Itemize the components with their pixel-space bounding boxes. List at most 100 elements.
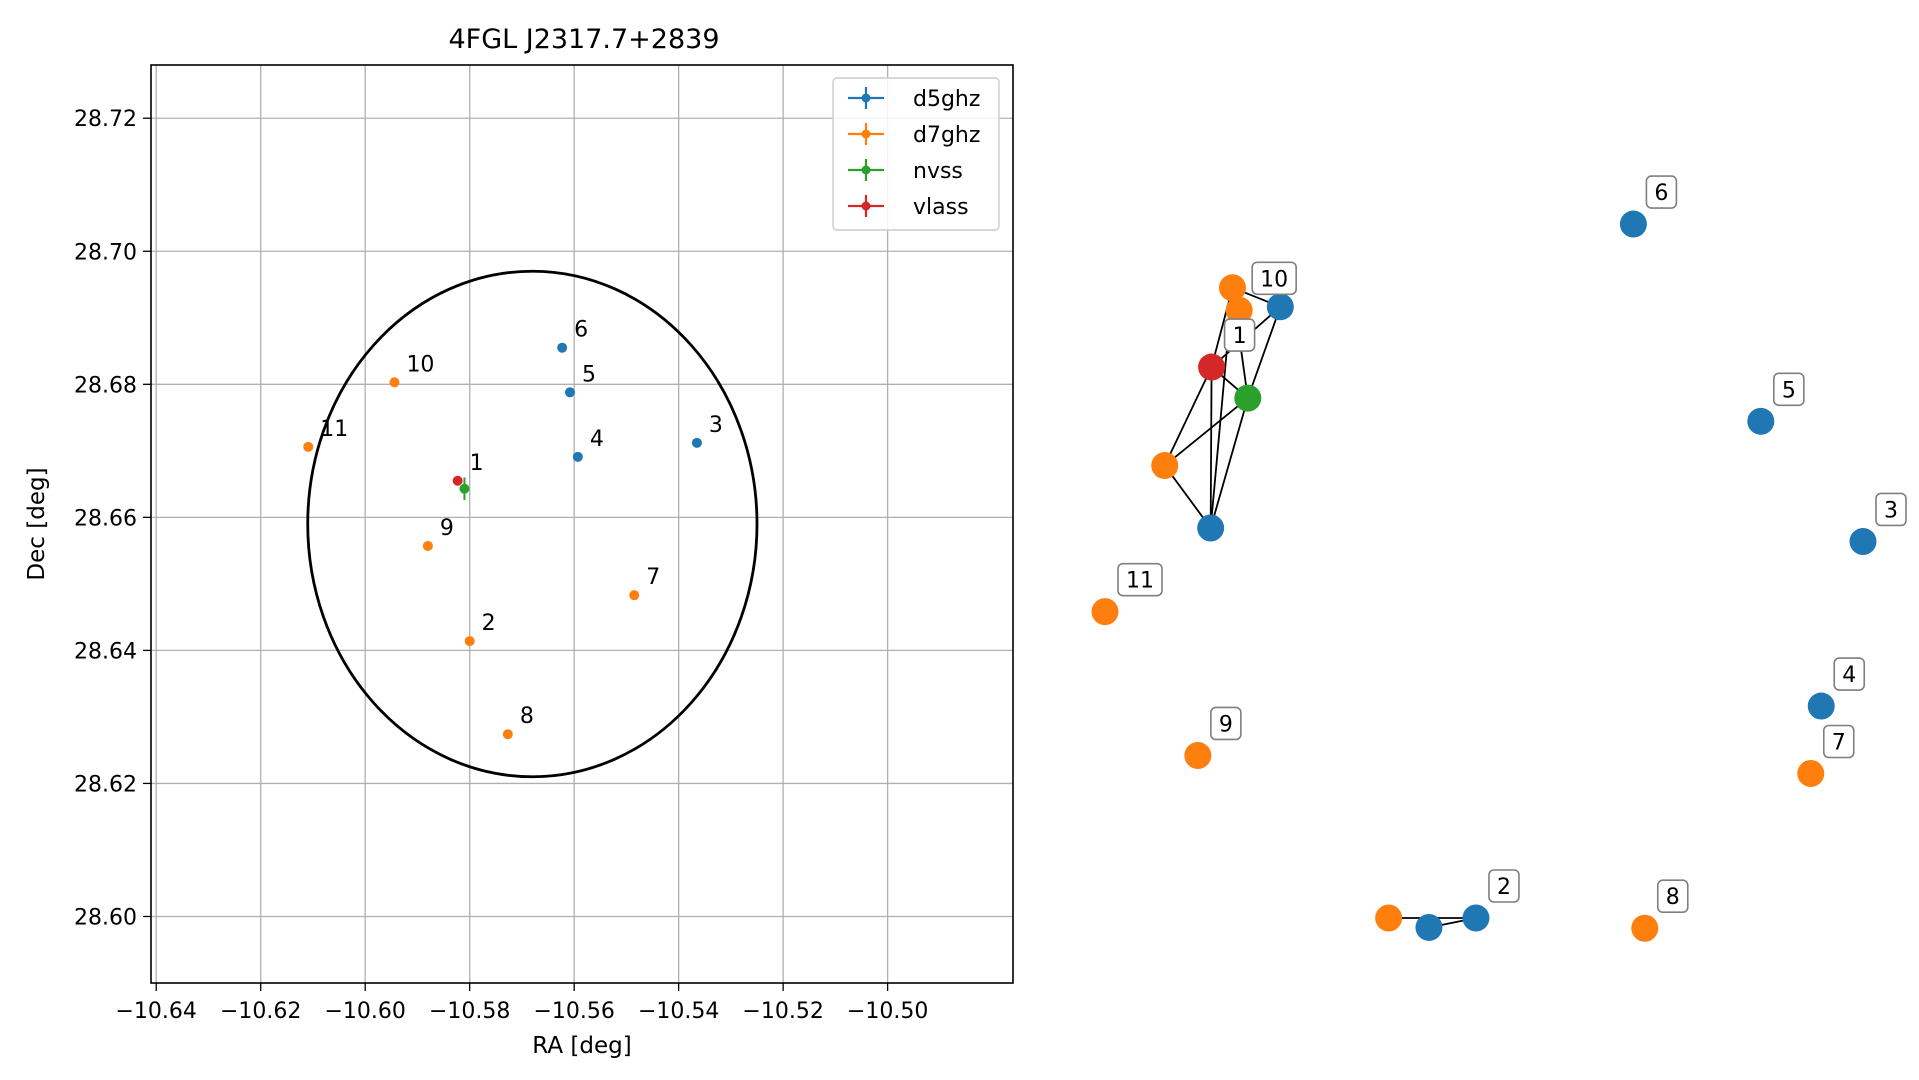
x-tick-label: −10.62 [220, 999, 301, 1024]
node-label-box [1488, 869, 1520, 903]
chart-title: 4FGL J2317.7+2839 [448, 24, 719, 55]
node-label-box [1117, 562, 1163, 597]
node-label-box [1210, 706, 1242, 741]
graph-node [1225, 296, 1253, 324]
node-label: 5 [1782, 378, 1796, 403]
node-label: 6 [1654, 181, 1668, 206]
point-label: 6 [574, 318, 588, 343]
node-label-box [1833, 657, 1866, 691]
point-label: 7 [646, 565, 660, 590]
graph-edge [1164, 397, 1249, 467]
x-tick-label: −10.56 [533, 999, 614, 1024]
legend-marker-dot [861, 165, 871, 175]
graph-node [1234, 384, 1262, 412]
graph-node [1151, 452, 1179, 480]
legend-marker-dot [861, 201, 871, 211]
x-axis-ticks: −10.64 −10.62 −10.60 −10.58 −10.56 −10.54 −10.… [116, 983, 928, 1024]
y-axis-ticks: 28.60 28.62 28.64 28.66 28.68 28.70 28.72 [74, 107, 151, 930]
x-tick-label: −10.60 [324, 999, 405, 1024]
data-point-d5ghz [557, 342, 568, 353]
node-label: 2 [1497, 875, 1511, 900]
data-point-d7ghz [422, 540, 433, 551]
graph-edge [1209, 367, 1213, 528]
y-tick-label: 28.60 [74, 905, 137, 930]
data-point-d7ghz [629, 590, 640, 601]
graph-node [1197, 514, 1225, 542]
point-label: 2 [482, 611, 496, 636]
graph-node [1807, 692, 1835, 720]
graph-edge [1163, 366, 1213, 466]
graph-node [1266, 293, 1294, 321]
data-point-d5ghz [564, 387, 575, 398]
point-label: 10 [406, 352, 434, 377]
point-label: 4 [590, 427, 604, 452]
graph-node [1619, 210, 1647, 238]
legend-label: d5ghz [913, 87, 980, 112]
x-tick-label: −10.52 [742, 999, 823, 1024]
graph-node [1375, 904, 1403, 932]
y-tick-label: 28.66 [74, 506, 137, 531]
data-point-d7ghz [502, 729, 513, 740]
x-axis-label: RA [deg] [532, 1033, 631, 1059]
node-label-box [1773, 372, 1805, 407]
point-label: 1 [470, 451, 484, 476]
graph-edge [1246, 306, 1282, 399]
legend-label: vlass [913, 195, 969, 220]
x-tick-label: −10.54 [638, 999, 719, 1024]
data-point-d5ghz [691, 437, 702, 448]
graph-edge [1209, 397, 1249, 529]
node-label: 3 [1884, 498, 1898, 523]
graph-node [1631, 914, 1659, 942]
node-label: 1 [1233, 324, 1247, 349]
x-tick-label: −10.50 [847, 999, 928, 1024]
data-point-nvss [459, 483, 470, 494]
grid [151, 65, 1013, 983]
point-label: 5 [582, 362, 596, 387]
node-label: 11 [1126, 569, 1154, 594]
node-label: 8 [1666, 885, 1680, 910]
legend: d5ghz d7ghz nvss vlass [832, 77, 1000, 231]
graph-node [1462, 904, 1490, 932]
network-graph: 1 6 5 3 4 10 11 9 7 2 8 [1091, 175, 1907, 942]
point-label: 11 [320, 417, 348, 442]
node-label-box [1645, 175, 1678, 209]
data-point-d7ghz [303, 441, 314, 452]
data-point-vlass [452, 475, 463, 486]
point-label: 8 [520, 704, 534, 729]
point-label: 3 [709, 413, 723, 438]
y-tick-label: 28.64 [74, 639, 137, 664]
graph-node [1849, 527, 1877, 555]
graph-node [1091, 598, 1119, 626]
x-tick-label: −10.64 [116, 999, 197, 1024]
y-axis-label: Dec [deg] [24, 467, 50, 580]
y-tick-label: 28.62 [74, 772, 137, 797]
legend-marker-dot [861, 129, 871, 139]
data-point-d7ghz [389, 377, 400, 388]
node-label-box [1875, 492, 1907, 527]
y-tick-label: 28.72 [74, 107, 137, 132]
point-label: 9 [440, 516, 454, 541]
graph-node [1218, 274, 1246, 302]
node-label: 9 [1219, 712, 1233, 737]
legend-frame [832, 77, 1000, 231]
legend-label: d7ghz [913, 123, 980, 148]
graph-node [1415, 913, 1443, 941]
legend-marker-dot [861, 93, 871, 103]
y-tick-label: 28.68 [74, 373, 137, 398]
graph-node [1797, 759, 1825, 787]
graph-edge [1210, 287, 1234, 368]
node-label-box [1223, 318, 1256, 352]
x-tick-label: −10.58 [429, 999, 510, 1024]
node-label: 7 [1832, 730, 1846, 755]
node-label-box [1251, 261, 1297, 296]
node-label: 4 [1842, 663, 1856, 688]
graph-edges [1163, 286, 1477, 929]
y-tick-label: 28.70 [74, 240, 137, 265]
error-ellipse [306, 269, 759, 779]
node-label-box [1822, 724, 1855, 759]
legend-label: nvss [913, 159, 963, 184]
error-ellipse-outline [306, 269, 759, 779]
